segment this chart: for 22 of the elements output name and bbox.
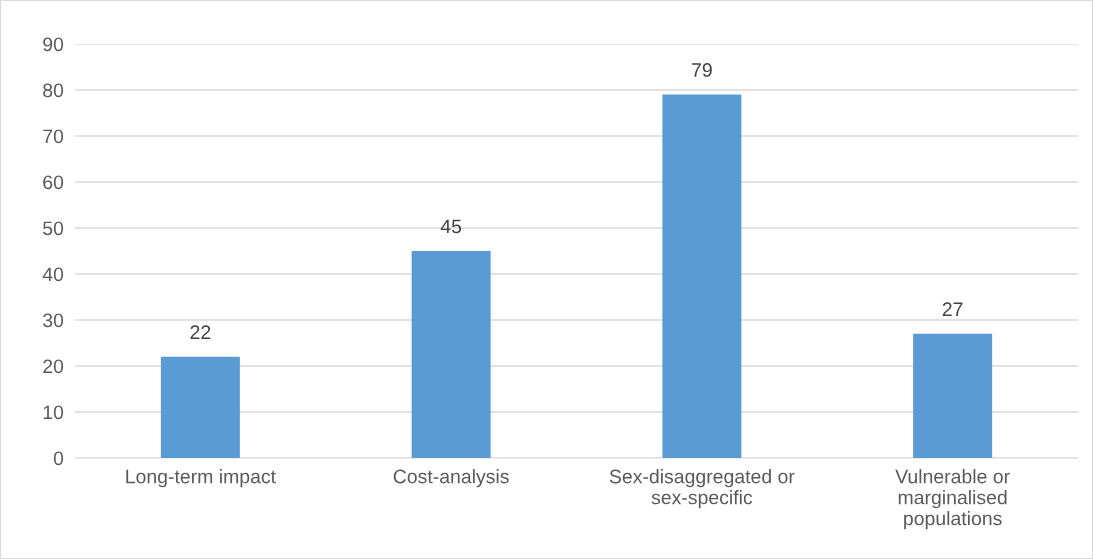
- bar: [662, 94, 742, 458]
- x-tick-label: Sex-disaggregated or sex-specific: [609, 469, 795, 509]
- y-tick-label: 50: [43, 221, 64, 236]
- y-tick-label: 20: [43, 359, 64, 374]
- data-label: 45: [440, 219, 462, 234]
- bar: [411, 251, 491, 458]
- data-label: 22: [190, 325, 211, 339]
- x-tick-label: Cost-analysis: [393, 469, 509, 488]
- data-label: 79: [692, 63, 712, 77]
- y-tick-label: 30: [43, 313, 64, 328]
- y-tick-label: 40: [42, 267, 64, 282]
- x-tick-label: Long-term impact: [126, 469, 276, 488]
- x-tick-label: Vulnerable or marginalised populations: [895, 469, 1010, 530]
- y-tick-label: 10: [43, 405, 64, 420]
- y-tick-label: 60: [43, 175, 64, 190]
- y-tick-label: 80: [43, 83, 64, 98]
- data-label: 27: [942, 302, 963, 316]
- y-tick-label: 70: [43, 129, 64, 144]
- y-tick-label: 0: [53, 451, 64, 466]
- bar: [913, 333, 993, 458]
- bar: [160, 356, 240, 458]
- y-tick-label: 90: [43, 37, 64, 52]
